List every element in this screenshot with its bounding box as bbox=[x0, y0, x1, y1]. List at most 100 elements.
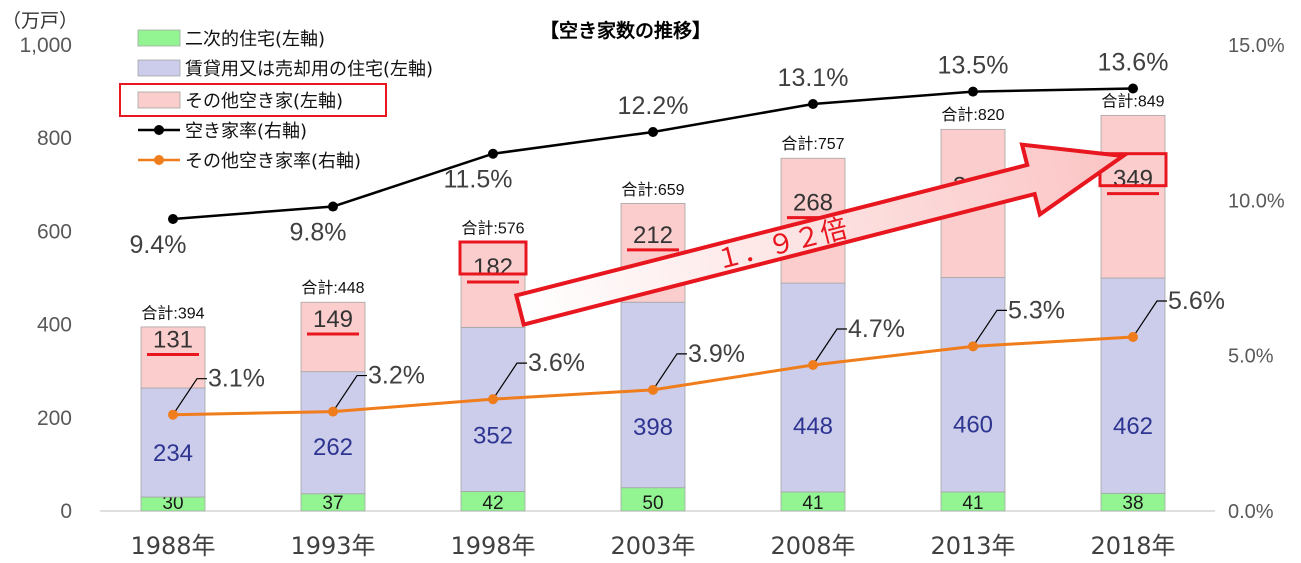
bar-value-label: 352 bbox=[473, 422, 513, 449]
line-point bbox=[168, 409, 178, 420]
line-value-label: 5.6% bbox=[1168, 287, 1225, 315]
bar-segment bbox=[1100, 114, 1166, 279]
bar-total-label: 合計:757 bbox=[781, 135, 844, 153]
bar-segment bbox=[300, 301, 366, 373]
y-left-tick-label: 400 bbox=[37, 314, 72, 337]
bar-value-label: 149 bbox=[313, 306, 353, 333]
line-point bbox=[1128, 83, 1138, 94]
line-point bbox=[648, 384, 658, 395]
bar-value-label: 349 bbox=[1113, 166, 1153, 193]
line-value-label: 4.7% bbox=[848, 315, 905, 343]
line-value-label: 3.2% bbox=[368, 362, 425, 390]
legend-marker bbox=[154, 155, 164, 165]
legend-swatch bbox=[137, 29, 181, 47]
bar-segment bbox=[940, 277, 1006, 493]
chart-title: 【空き家数の推移】 bbox=[540, 20, 712, 42]
leader-line bbox=[172, 378, 207, 416]
line-value-label: 12.2% bbox=[618, 92, 689, 120]
legend-label: 二次的住宅(左軸) bbox=[185, 29, 325, 50]
line-point bbox=[168, 213, 178, 224]
legend-highlight-box bbox=[119, 83, 387, 117]
bar-value-label: 182 bbox=[473, 254, 513, 281]
line-point bbox=[968, 341, 978, 352]
bar-segment bbox=[1100, 277, 1166, 494]
line-point bbox=[328, 201, 338, 212]
bar-total-label: 合計:849 bbox=[1101, 92, 1164, 110]
y-right-tick-label: 5.0% bbox=[1228, 346, 1274, 368]
x-axis-label: 2013年 bbox=[930, 532, 1015, 560]
line-point bbox=[808, 99, 818, 110]
leader-line bbox=[332, 374, 367, 412]
highlight-box bbox=[458, 240, 528, 276]
legend-label: その他空き家(左軸) bbox=[185, 91, 343, 112]
bar-value-label: 41 bbox=[962, 493, 983, 514]
line-point bbox=[648, 126, 658, 137]
line-value-label: 5.3% bbox=[1008, 296, 1065, 324]
leader-line bbox=[1132, 300, 1167, 338]
bar-segment bbox=[140, 326, 206, 389]
leader-line bbox=[812, 328, 847, 366]
y-right-tick-label: 0.0% bbox=[1228, 501, 1274, 523]
legend-marker bbox=[154, 125, 164, 135]
y-left-tick-label: 1,000 bbox=[19, 34, 72, 57]
y-left-tick-label: 800 bbox=[37, 127, 72, 150]
bar-value-label: 234 bbox=[153, 440, 193, 467]
bar-total-label: 合計:448 bbox=[301, 279, 364, 297]
bar-total-label: 合計:820 bbox=[941, 106, 1004, 124]
y-axis-unit-label: （万戸） bbox=[2, 10, 79, 32]
legend-swatch bbox=[137, 59, 181, 77]
bar-value-label: 50 bbox=[642, 493, 663, 514]
bar-segment bbox=[620, 301, 686, 489]
leader-line bbox=[492, 362, 527, 400]
legend-swatch bbox=[137, 91, 181, 109]
line-point bbox=[808, 359, 818, 370]
line-value-label: 3.6% bbox=[528, 349, 585, 377]
line-value-label: 13.6% bbox=[1098, 48, 1169, 76]
bar-value-label: 448 bbox=[793, 413, 833, 440]
y-left-tick-label: 0 bbox=[60, 500, 72, 523]
line-point bbox=[968, 86, 978, 97]
legend-label: その他空き家率(右軸) bbox=[185, 151, 361, 172]
line-point bbox=[328, 406, 338, 417]
legend-label: 賃貸用又は売却用の住宅(左軸) bbox=[185, 59, 433, 80]
line-value-label: 11.5% bbox=[443, 166, 512, 194]
x-axis-label: 1988年 bbox=[130, 532, 215, 560]
bar-value-label: 268 bbox=[793, 190, 833, 217]
bar-value-label: 37 bbox=[322, 493, 343, 514]
bar-value-label: 131 bbox=[153, 326, 193, 353]
line-value-label: 13.5% bbox=[938, 52, 1009, 80]
line-point bbox=[488, 394, 498, 405]
line-value-label: 9.4% bbox=[130, 231, 187, 259]
y-right-tick-label: 10.0% bbox=[1228, 190, 1285, 212]
leader-line bbox=[652, 353, 687, 391]
bar-value-label: 462 bbox=[1113, 413, 1153, 440]
line-value-label: 9.8% bbox=[290, 219, 347, 247]
line-point bbox=[488, 148, 498, 159]
growth-arrow bbox=[513, 142, 1129, 327]
bar-value-label: 262 bbox=[313, 434, 353, 461]
y-left-tick-label: 200 bbox=[37, 407, 72, 430]
bar-segment bbox=[300, 371, 366, 495]
bar-total-label: 合計:576 bbox=[461, 220, 524, 238]
bar-total-label: 合計:394 bbox=[141, 304, 204, 322]
legend-label: 空き家率(右軸) bbox=[185, 121, 307, 142]
x-axis-label: 2008年 bbox=[770, 532, 855, 560]
bar-value-label: 212 bbox=[633, 222, 673, 249]
bar-segment bbox=[460, 326, 526, 492]
bar-segment bbox=[780, 282, 846, 493]
line-value-label: 13.1% bbox=[778, 64, 849, 92]
x-axis-label: 1993年 bbox=[290, 532, 375, 560]
bar-value-label: 42 bbox=[482, 493, 503, 514]
bar-value-label: 460 bbox=[953, 412, 993, 439]
x-axis-label: 2003年 bbox=[610, 532, 695, 560]
bar-value-label: 38 bbox=[1122, 493, 1143, 514]
line-value-label: 3.9% bbox=[688, 340, 745, 368]
bar-value-label: 41 bbox=[802, 493, 823, 514]
line-value-label: 3.1% bbox=[208, 365, 265, 393]
line-point bbox=[1128, 332, 1138, 343]
bar-total-label: 合計:659 bbox=[621, 181, 684, 199]
bar-value-label: 30 bbox=[162, 493, 183, 514]
bar-segment bbox=[140, 387, 206, 498]
